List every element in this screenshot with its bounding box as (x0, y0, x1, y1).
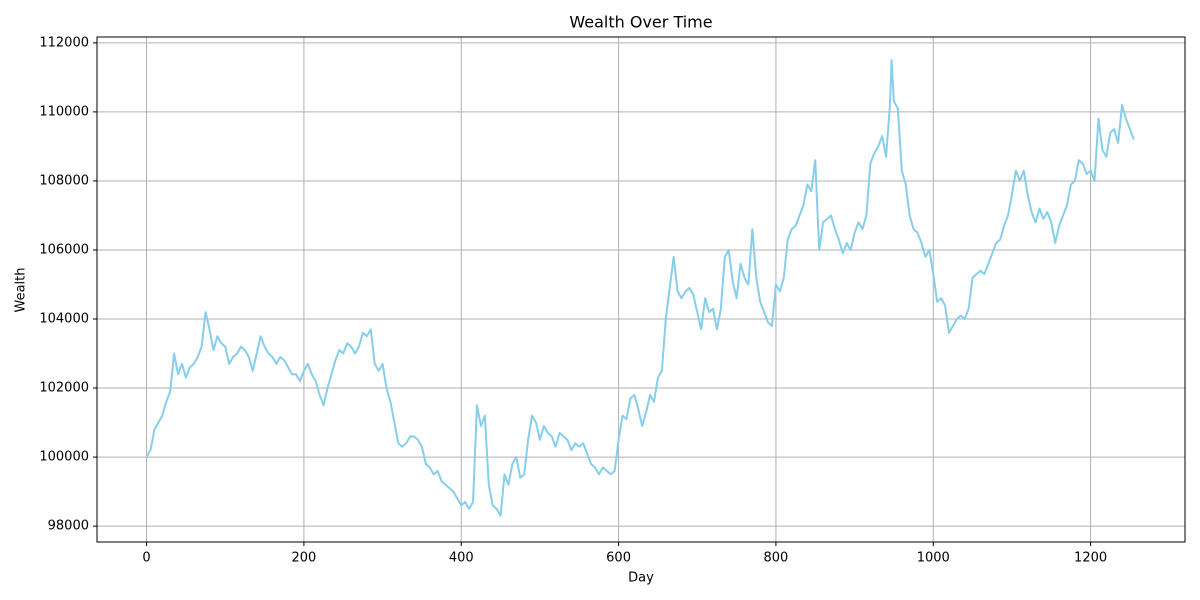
y-axis-label: Wealth (14, 267, 29, 312)
x-tick-label: 400 (449, 551, 474, 566)
x-axis-label: Day (628, 571, 654, 586)
data-line (145, 59, 1135, 517)
y-tick-label: 106000 (39, 242, 89, 257)
plot-frame (96, 36, 1186, 543)
x-tick-label: 1000 (917, 551, 950, 566)
x-tick-label: 800 (764, 551, 789, 566)
x-tick-label: 600 (606, 551, 631, 566)
y-tick-label: 108000 (39, 173, 89, 188)
y-tick-label: 112000 (39, 35, 89, 50)
y-tick-label: 110000 (39, 104, 89, 119)
x-tick-label: 0 (142, 551, 150, 566)
y-tick-label: 104000 (39, 312, 89, 327)
chart-title: Wealth Over Time (569, 13, 712, 32)
y-tick-label: 102000 (39, 381, 89, 396)
y-tick-label: 100000 (39, 450, 89, 465)
y-tick-label: 98000 (48, 519, 89, 534)
x-tick-label: 1200 (1074, 551, 1107, 566)
x-tick-label: 200 (291, 551, 316, 566)
